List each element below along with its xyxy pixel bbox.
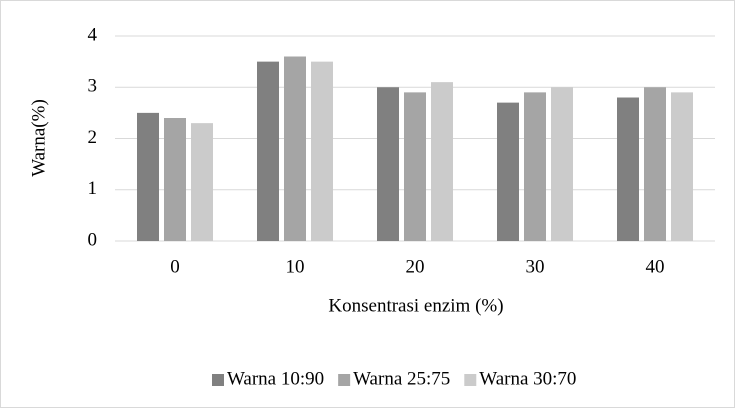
- y-tick-label: 0: [88, 229, 98, 250]
- bar: [284, 56, 306, 241]
- x-axis-label: Konsentrasi enzim (%): [328, 295, 503, 316]
- x-tick-label: 10: [286, 256, 305, 277]
- y-tick-label: 1: [88, 178, 98, 199]
- x-tick-label: 30: [526, 256, 545, 277]
- bar: [404, 92, 426, 241]
- bar: [524, 92, 546, 241]
- x-tick-label: 40: [646, 256, 665, 277]
- bar: [164, 118, 186, 241]
- y-tick-label: 2: [88, 127, 98, 148]
- legend-label: Warna 10:90: [227, 368, 324, 389]
- bar: [137, 112, 159, 241]
- bar: [644, 87, 666, 241]
- legend-label: Warna 30:70: [479, 368, 576, 389]
- bar: [497, 102, 519, 241]
- legend-label: Warna 25:75: [353, 368, 450, 389]
- y-axis-label: Warna(%): [28, 99, 49, 177]
- bar: [551, 87, 573, 241]
- bar: [671, 92, 693, 241]
- legend-swatch: [464, 374, 477, 386]
- bar: [257, 61, 279, 241]
- bar: [311, 61, 333, 241]
- x-tick-label: 20: [406, 256, 425, 277]
- bar: [191, 123, 213, 241]
- bar: [377, 87, 399, 241]
- legend-swatch: [338, 374, 351, 386]
- bar: [431, 82, 453, 241]
- legend-swatch: [212, 374, 224, 386]
- y-tick-label: 3: [88, 76, 98, 97]
- bar: [617, 97, 639, 241]
- y-tick-label: 4: [88, 24, 98, 45]
- x-tick-label: 0: [170, 256, 180, 277]
